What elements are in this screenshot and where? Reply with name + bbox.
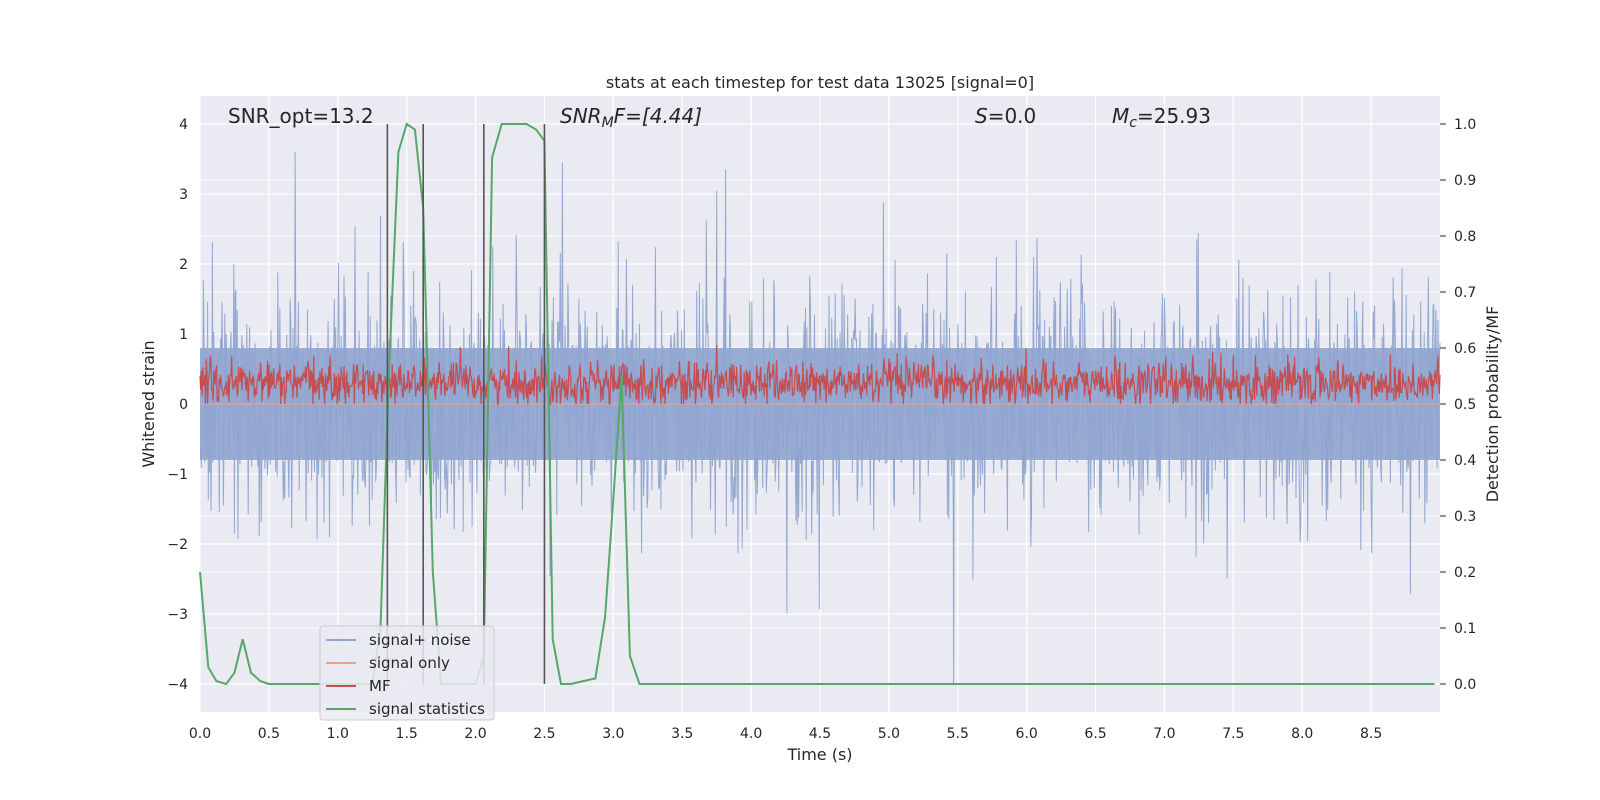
y-axis-label: Whitened strain <box>139 340 158 467</box>
y-ticks: 4 3 2 1 0 −1 −2 −3 −4 <box>167 117 188 693</box>
x-tick-label: 8.5 <box>1360 726 1382 742</box>
mc-base: M <box>1112 104 1129 128</box>
legend: signal+ noise signal only MF signal stat… <box>319 625 495 721</box>
chart-title: stats at each timestep for test data 130… <box>606 73 1034 92</box>
legend-label-mf: MF <box>369 677 391 695</box>
snr-mf-base: SNR <box>560 104 602 128</box>
y-right-tick-label: 0.6 <box>1454 341 1476 357</box>
y-ticks-right: 1.0 0.9 0.8 0.7 0.6 0.5 0.4 0.3 0.2 0.1 0.0 <box>1440 117 1476 693</box>
y-tick-label: 2 <box>179 257 188 273</box>
y-tick-label: −2 <box>167 537 188 553</box>
legend-label-signal-only: signal only <box>369 654 450 672</box>
x-tick-label: 6.5 <box>1084 726 1106 742</box>
s-italic: S <box>975 104 988 128</box>
x-tick-label: 5.5 <box>947 726 969 742</box>
y-tick-label: −4 <box>167 677 188 693</box>
y-tick-label: 4 <box>179 117 188 133</box>
y-tick-label: 0 <box>179 397 188 413</box>
y-axis-right-label: Detection probability/MF <box>1483 306 1502 503</box>
y-tick-label: 1 <box>179 327 188 343</box>
x-ticks: 0.0 0.5 1.0 1.5 2.0 2.5 3.0 3.5 4.0 4.5 5.0 5.5 6.0 6… <box>189 726 1382 742</box>
mc-value: =25.93 <box>1137 104 1211 128</box>
y-tick-label: −3 <box>167 607 188 623</box>
annotation-s: S=0.0 <box>975 104 1036 128</box>
x-tick-label: 1.5 <box>396 726 418 742</box>
x-tick-label: 7.5 <box>1222 726 1244 742</box>
series-mf <box>199 345 1441 405</box>
x-tick-label: 4.0 <box>740 726 762 742</box>
x-tick-label: 8.0 <box>1291 726 1313 742</box>
y-right-tick-label: 0.5 <box>1454 397 1476 413</box>
y-right-tick-label: 0.8 <box>1454 229 1476 245</box>
y-right-tick-label: 0.1 <box>1454 621 1476 637</box>
y-tick-label: −1 <box>167 467 188 483</box>
x-tick-label: 3.5 <box>671 726 693 742</box>
legend-label-signal-noise: signal+ noise <box>369 631 471 649</box>
x-tick-label: 4.5 <box>809 726 831 742</box>
x-axis-label: Time (s) <box>786 745 852 764</box>
y-right-tick-label: 1.0 <box>1454 117 1476 133</box>
x-tick-label: 1.0 <box>327 726 349 742</box>
x-tick-label: 2.5 <box>533 726 555 742</box>
x-tick-label: 3.0 <box>602 726 624 742</box>
y-tick-label: 3 <box>179 187 188 203</box>
y-right-tick-label: 0.3 <box>1454 509 1476 525</box>
x-tick-label: 5.0 <box>878 726 900 742</box>
x-tick-label: 7.0 <box>1153 726 1175 742</box>
vertical-markers <box>386 124 546 684</box>
s-value: =0.0 <box>988 104 1037 128</box>
x-tick-label: 6.0 <box>1016 726 1038 742</box>
legend-box <box>319 625 495 721</box>
y-right-tick-label: 0.2 <box>1454 565 1476 581</box>
y-right-tick-label: 0.4 <box>1454 453 1476 469</box>
annotation-snr-mf: SNRMF=[4.44] <box>560 104 702 131</box>
legend-label-signal-statistics: signal statistics <box>369 700 485 718</box>
y-right-tick-label: 0.0 <box>1454 677 1476 693</box>
y-right-tick-label: 0.9 <box>1454 173 1476 189</box>
snr-mf-rest: F=[4.44] <box>614 104 702 128</box>
x-tick-label: 0.5 <box>258 726 280 742</box>
x-tick-label: 2.0 <box>464 726 486 742</box>
annotation-snr-opt: SNR_opt=13.2 <box>228 104 374 128</box>
y-right-tick-label: 0.7 <box>1454 285 1476 301</box>
snr-mf-sub: M <box>602 115 614 131</box>
mc-sub: c <box>1129 115 1137 131</box>
x-tick-label: 0.0 <box>189 726 211 742</box>
annotation-mc: Mc=25.93 <box>1112 104 1211 131</box>
